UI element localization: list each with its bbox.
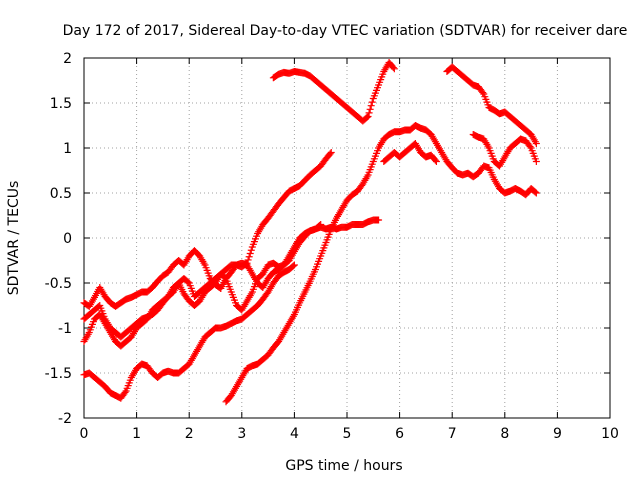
x-tick-label: 4 <box>290 426 299 442</box>
x-tick-label: 8 <box>500 426 509 442</box>
axis-ticks: 0 1 2 3 4 5 6 7 8 9 10 -2 -1.5 -1 -0.5 0 0.5 1 1.5 2 <box>45 51 619 442</box>
data-point <box>390 65 398 73</box>
data-point <box>289 262 297 270</box>
data-point <box>364 113 372 120</box>
y-tick-label: -1 <box>58 321 72 337</box>
data-point <box>184 278 192 286</box>
x-tick-label: 1 <box>132 426 141 442</box>
data-point <box>479 89 487 97</box>
x-tick-label: 10 <box>601 426 619 442</box>
y-tick-label: 0.5 <box>50 186 72 202</box>
data-series <box>222 122 540 406</box>
data-series <box>443 63 540 147</box>
data-point <box>246 249 254 257</box>
y-tick-label: 1.5 <box>50 96 72 112</box>
data-series <box>469 131 540 170</box>
data-point <box>245 253 253 261</box>
data-point <box>367 102 375 110</box>
y-tick-label: -0.5 <box>45 276 72 292</box>
data-point <box>247 246 255 254</box>
data-point <box>121 388 129 396</box>
x-tick-label: 0 <box>80 426 89 442</box>
data-point <box>389 64 397 72</box>
chart-title: Day 172 of 2017, Sidereal Day-to-day VTE… <box>63 23 628 39</box>
data-point <box>368 98 376 106</box>
x-tick-label: 6 <box>395 426 404 442</box>
x-tick-label: 5 <box>343 426 352 442</box>
data-point <box>316 221 324 229</box>
data-series <box>80 221 325 350</box>
y-tick-label: 0 <box>63 231 72 247</box>
data-point <box>532 140 540 147</box>
data-point <box>432 158 440 165</box>
grid <box>84 58 610 418</box>
y-tick-label: -1.5 <box>45 366 72 382</box>
data-point <box>532 189 540 197</box>
data-point <box>221 274 229 282</box>
y-tick-label: 1 <box>63 141 72 157</box>
data-point <box>526 143 534 151</box>
x-tick-label: 3 <box>237 426 246 442</box>
data-point <box>375 216 383 224</box>
data-point <box>365 109 373 117</box>
data-points <box>80 59 540 406</box>
data-point <box>244 256 252 264</box>
data-point <box>326 150 334 158</box>
x-axis-title: GPS time / hours <box>285 458 402 474</box>
data-series <box>80 275 204 341</box>
x-tick-label: 9 <box>553 426 562 442</box>
data-series <box>269 59 398 125</box>
data-point <box>366 105 374 113</box>
data-point <box>532 158 540 165</box>
data-point <box>363 113 371 121</box>
data-point <box>317 221 325 228</box>
data-series <box>380 140 440 165</box>
data-point <box>327 149 335 156</box>
y-tick-label: -2 <box>58 411 72 427</box>
y-axis-title: SDTVAR / TECUs <box>6 181 22 296</box>
y-tick-label: 2 <box>63 51 72 67</box>
x-tick-label: 2 <box>185 426 194 442</box>
data-series <box>80 261 298 402</box>
data-point <box>531 188 539 196</box>
x-tick-label: 7 <box>448 426 457 442</box>
data-point <box>431 156 439 164</box>
data-point <box>290 261 298 269</box>
